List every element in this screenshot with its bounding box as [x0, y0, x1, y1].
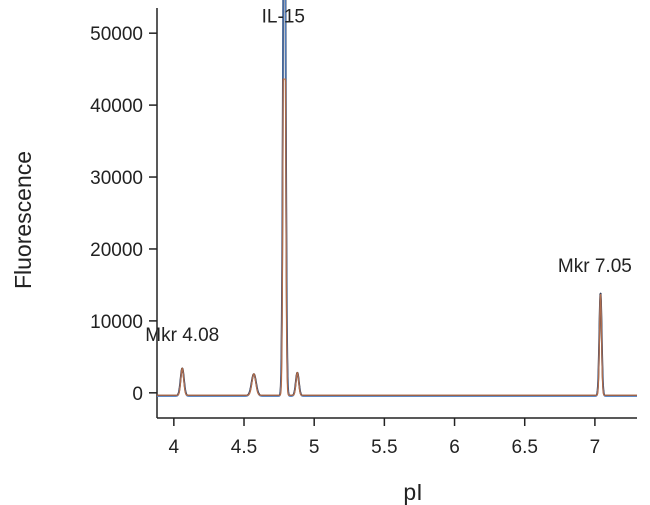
y-axis-title: Fluorescence [10, 151, 36, 289]
series-line [156, 0, 638, 397]
y-tick-label: 30000 [90, 168, 143, 189]
y-ticks: 0 10000 20000 30000 40000 50000 [90, 24, 157, 405]
y-tick-label: 10000 [90, 312, 143, 333]
peak-annotation: Mkr 4.08 [145, 325, 219, 346]
x-tick-label: 5.5 [371, 437, 397, 458]
series-line [156, 78, 638, 396]
x-tick-label: 7 [590, 437, 601, 458]
series-group [156, 0, 638, 397]
x-axis-title: pI [403, 479, 422, 505]
y-tick-label: 50000 [90, 24, 143, 45]
x-tick-label: 6.5 [512, 437, 538, 458]
y-tick-label: 40000 [90, 96, 143, 117]
x-tick-label: 5 [309, 437, 320, 458]
y-tick-label: 0 [132, 384, 143, 405]
y-tick-label: 20000 [90, 240, 143, 261]
annotations: IL-15 Mkr 4.08 Mkr 7.05 [145, 6, 632, 346]
x-ticks: 4 4.5 5 5.5 6 6.5 7 [169, 418, 601, 458]
peak-annotation: IL-15 [262, 6, 305, 27]
axes [156, 8, 637, 419]
peak-annotation: Mkr 7.05 [558, 256, 632, 277]
x-tick-label: 4 [169, 437, 180, 458]
x-tick-label: 6 [449, 437, 460, 458]
x-tick-label: 4.5 [231, 437, 257, 458]
series-line [156, 0, 638, 397]
